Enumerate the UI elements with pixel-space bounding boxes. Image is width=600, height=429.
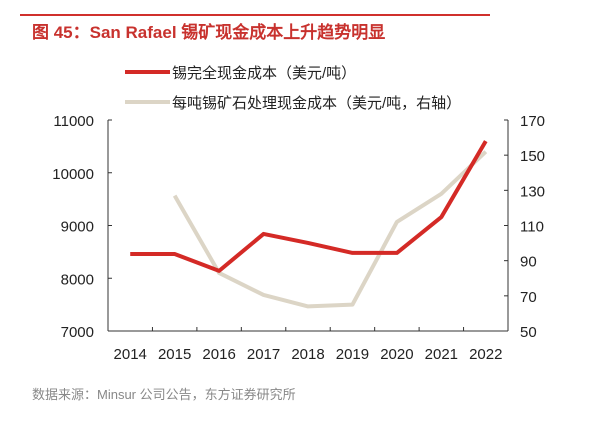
series-line-right: [172, 150, 488, 309]
left-tick-label: 9000: [61, 219, 94, 236]
right-tick-label: 70: [520, 289, 537, 306]
x-tick-label: 2015: [158, 346, 191, 363]
legend-label: 每吨锡矿石处理现金成本（美元/吨，右轴）: [172, 95, 461, 112]
x-tick-label: 2014: [114, 346, 147, 363]
x-tick-label: 2018: [291, 346, 324, 363]
x-tick-label: 2022: [469, 346, 502, 363]
source-note: 数据来源：Minsur 公司公告，东方证券研究所: [32, 387, 296, 402]
x-tick-label: 2016: [202, 346, 235, 363]
left-tick-label: 10000: [52, 166, 94, 183]
right-tick-label: 150: [520, 148, 545, 165]
legend-label: 锡完全现金成本（美元/吨）: [172, 64, 356, 82]
x-tick-label: 2019: [336, 346, 369, 363]
right-tick-label: 130: [520, 183, 545, 200]
series-line-left: [130, 140, 488, 273]
left-tick-label: 8000: [61, 271, 94, 288]
right-tick-label: 50: [520, 324, 537, 341]
left-tick-label: 11000: [53, 113, 94, 130]
x-tick-label: 2017: [247, 346, 280, 363]
right-tick-label: 170: [520, 113, 545, 130]
chart-title: 图 45：San Rafael 锡矿现金成本上升趋势明显: [32, 23, 386, 42]
right-tick-label: 110: [520, 219, 544, 236]
x-tick-label: 2020: [380, 346, 413, 363]
left-tick-label: 7000: [61, 324, 94, 341]
x-tick-label: 2021: [425, 346, 458, 363]
right-tick-label: 90: [520, 254, 537, 271]
title-rule: [20, 14, 490, 16]
